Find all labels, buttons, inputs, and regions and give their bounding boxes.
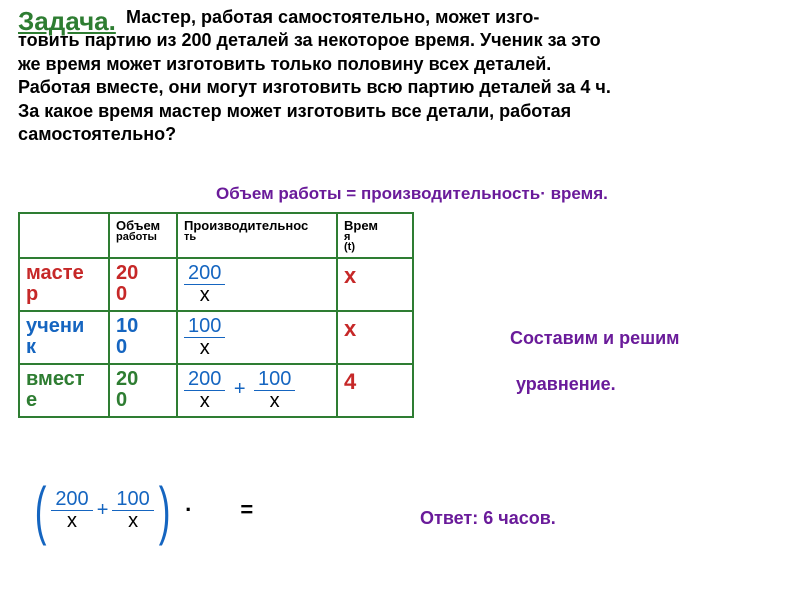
fraction-num: 100: [254, 369, 295, 391]
problem-line: За какое время мастер может изготовить в…: [18, 101, 571, 121]
work-table: Объем работы Производительнос ть Врем я …: [18, 212, 414, 418]
fraction: 100 x: [112, 489, 153, 532]
table-row-together: вмест е 20 0 200 x + 100 x 4: [19, 364, 413, 417]
dot-operator: ·: [185, 497, 192, 523]
setup-line-1: Составим и решим: [510, 328, 680, 349]
equation-inner: 200 x + 100 x: [51, 489, 153, 532]
row-label: масте р: [19, 258, 109, 311]
volume-cell: 10 0: [109, 311, 177, 364]
label-text: р: [26, 283, 38, 305]
problem-line: же время может изготовить только половин…: [18, 54, 551, 74]
problem-line: Мастер, работая самостоятельно, может из…: [126, 7, 539, 27]
fraction: 100 x: [254, 369, 295, 412]
label-text: масте: [26, 262, 84, 284]
label-text: вмест: [26, 368, 85, 390]
value-text: 20: [116, 262, 138, 284]
fraction-den: x: [184, 391, 225, 412]
value-text: 10: [116, 315, 138, 337]
volume-cell: 20 0: [109, 364, 177, 417]
plus-sign: +: [93, 499, 113, 522]
header-text: Производительнос: [184, 218, 308, 233]
label-text: учени: [26, 315, 84, 337]
volume-cell: 20 0: [109, 258, 177, 311]
value-text: 0: [116, 389, 127, 411]
fraction-num: 100: [184, 316, 225, 338]
fraction-den: x: [184, 285, 225, 306]
header-text: работы: [116, 231, 170, 243]
fraction: 100 x: [184, 316, 225, 359]
equals-sign: =: [240, 497, 253, 523]
time-cell: x: [337, 258, 413, 311]
formula-line: Объем работы = производительность· время…: [216, 184, 608, 204]
plus-sign: +: [230, 378, 250, 400]
fraction-num: 200: [184, 263, 225, 285]
problem-line: самостоятельно?: [18, 124, 176, 144]
table-row-student: учени к 10 0 100 x x: [19, 311, 413, 364]
fraction: 200 x: [51, 489, 92, 532]
fraction-num: 200: [51, 489, 92, 511]
time-cell: x: [337, 311, 413, 364]
table-row-master: масте р 20 0 200 x x: [19, 258, 413, 311]
fraction: 200 x: [184, 369, 225, 412]
time-cell: 4: [337, 364, 413, 417]
problem-line: Работая вместе, они могут изготовить всю…: [18, 77, 611, 97]
fraction: 200 x: [184, 263, 225, 306]
fraction-den: x: [254, 391, 295, 412]
productivity-cell: 200 x + 100 x: [177, 364, 337, 417]
productivity-cell: 200 x: [177, 258, 337, 311]
fraction-den: x: [112, 511, 153, 532]
productivity-cell: 100 x: [177, 311, 337, 364]
row-label: вмест е: [19, 364, 109, 417]
setup-line-2: уравнение.: [516, 374, 616, 395]
value-text: 0: [116, 283, 127, 305]
header-text: (t): [344, 241, 406, 253]
answer-line: Ответ: 6 часов.: [420, 508, 556, 529]
right-paren-icon: ): [159, 478, 171, 542]
equation-block: ( 200 x + 100 x ) · =: [30, 478, 253, 542]
fraction-den: x: [51, 511, 92, 532]
value-text: 0: [116, 336, 127, 358]
label-text: к: [26, 336, 36, 358]
header-productivity: Производительнос ть: [177, 213, 337, 258]
value-text: 20: [116, 368, 138, 390]
header-volume: Объем работы: [109, 213, 177, 258]
fraction-num: 100: [112, 489, 153, 511]
task-title: Задача.: [18, 6, 116, 37]
header-time: Врем я (t): [337, 213, 413, 258]
header-blank: [19, 213, 109, 258]
fraction-num: 200: [184, 369, 225, 391]
row-label: учени к: [19, 311, 109, 364]
fraction-den: x: [184, 338, 225, 359]
problem-statement: Мастер, работая самостоятельно, может из…: [18, 6, 786, 146]
label-text: е: [26, 389, 37, 411]
left-paren-icon: (: [35, 478, 47, 542]
table-header-row: Объем работы Производительнос ть Врем я …: [19, 213, 413, 258]
